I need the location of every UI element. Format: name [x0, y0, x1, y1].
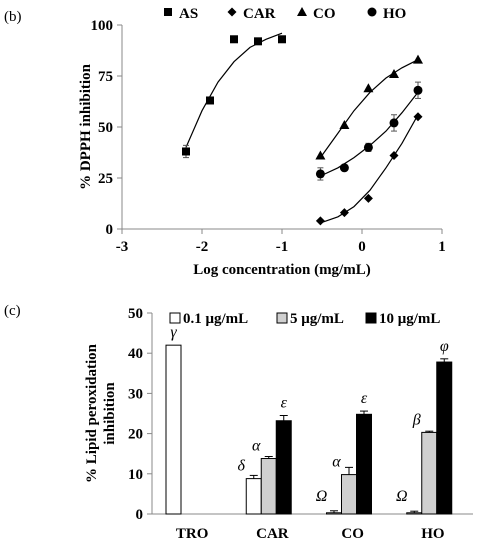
annotation-label: γ [170, 324, 177, 341]
y-axis-title-line2: inhibition [102, 382, 118, 445]
data-point-ho [339, 163, 349, 173]
legend-marker-car [227, 7, 237, 17]
legend-marker-co [297, 7, 307, 16]
data-point-co [363, 83, 374, 93]
annotation-label: Ω [396, 488, 408, 505]
panel-c-label: (c) [4, 303, 21, 319]
bar-co-1 [341, 474, 357, 515]
bar-car-1 [260, 458, 277, 515]
annotation-label: φ [440, 338, 449, 355]
data-point-car [389, 151, 399, 161]
y-tick-label: 0 [106, 222, 114, 238]
x-axis-title: Log concentration (mg/mL) [193, 262, 370, 278]
legend-label-co: CO [313, 6, 336, 22]
data-point-co [389, 68, 399, 78]
bar-ho-2 [436, 361, 453, 515]
category-label: TRO [176, 526, 209, 542]
y-tick-label: 40 [128, 346, 143, 362]
legend-label-1: 5 μg/mL [290, 311, 344, 327]
legend-swatch-0 [169, 312, 181, 324]
y-axis-title: % DPPH inhibition [78, 63, 94, 190]
x-tick-label: -1 [276, 239, 289, 255]
y-tick-label: 20 [128, 427, 143, 443]
bar-tro-0 [165, 344, 182, 515]
data-point-car [339, 208, 349, 218]
trendline-co [319, 59, 419, 158]
y-axis-title: % Lipid peroxidation [84, 343, 100, 483]
y-tick-label: 25 [98, 171, 113, 187]
data-point-ho [315, 169, 325, 179]
data-point-as [206, 96, 214, 105]
annotation-label: α [332, 454, 341, 471]
annotation-label: α [252, 438, 261, 455]
annotation-label: ε [361, 390, 368, 407]
bar-co-2 [356, 413, 372, 515]
data-point-as [230, 35, 238, 44]
y-tick-label: 30 [128, 386, 143, 402]
legend-label-as: AS [179, 6, 198, 22]
bar-co-0 [326, 512, 342, 515]
y-tick-label: 50 [98, 120, 113, 136]
annotation-label: β [412, 411, 421, 428]
data-point-ho [363, 142, 373, 152]
bar-ho-0 [406, 512, 423, 515]
legend-swatch-2 [365, 312, 377, 324]
annotation-label: ε [281, 395, 288, 412]
data-point-co [339, 119, 350, 129]
data-point-car [315, 216, 325, 226]
category-label: CO [341, 526, 364, 542]
legend-marker-ho [367, 7, 377, 17]
legend-label-ho: HO [383, 6, 406, 22]
x-tick-label: 0 [358, 239, 366, 255]
legend-swatch-1 [276, 312, 288, 324]
data-point-as [182, 147, 190, 156]
data-point-as [278, 35, 286, 44]
category-label: CAR [256, 526, 289, 542]
legend-label-car: CAR [243, 6, 276, 22]
legend-marker-as [164, 8, 172, 16]
data-point-as [254, 37, 262, 46]
x-tick-label: 1 [438, 239, 446, 255]
bar-car-0 [245, 478, 262, 515]
legend-label-0: 0.1 μg/mL [183, 311, 248, 327]
annotation-label: Ω [316, 488, 328, 505]
panel-b-label: (b) [4, 9, 22, 25]
data-point-car [413, 112, 423, 122]
y-tick-label: 0 [136, 507, 144, 523]
dpph-chart: 0 25 50 75 100 -3 -2 -1 0 1 Log concentration (mg/… [78, 6, 446, 278]
data-point-co [413, 54, 423, 64]
trendline-car [320, 114, 419, 224]
annotation-label: δ [238, 458, 246, 475]
trendline-as [185, 32, 283, 148]
legend-label-2: 10 μg/mL [379, 311, 440, 327]
category-label: HO [421, 526, 444, 542]
bar-ho-1 [421, 431, 438, 515]
x-tick-label: -3 [116, 239, 129, 255]
x-tick-label: -2 [196, 239, 209, 255]
trendline-ho [320, 91, 419, 177]
data-point-car [363, 193, 373, 203]
data-point-ho [413, 85, 423, 95]
lipid-peroxidation-chart: 0 10 20 30 40 50 % Lipid peroxidation inhibitio… [84, 306, 473, 542]
y-tick-label: 75 [98, 69, 113, 85]
data-point-co [315, 150, 326, 160]
data-point-ho [389, 118, 399, 128]
y-tick-label: 10 [128, 467, 143, 483]
bar-car-2 [275, 420, 292, 515]
y-tick-label: 50 [128, 306, 143, 322]
y-tick-label: 100 [91, 18, 114, 34]
